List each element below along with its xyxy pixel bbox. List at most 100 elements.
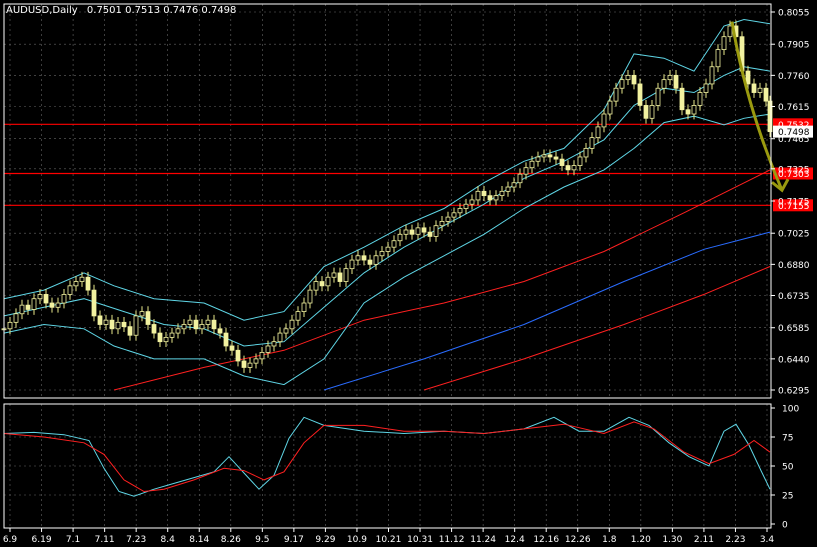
price-candle (487, 195, 493, 201)
price-candle (685, 109, 691, 115)
price-candle (403, 229, 409, 235)
time-axis-label: 1.20 (631, 535, 651, 545)
time-axis-label: 2.11 (694, 535, 714, 545)
price-candle (751, 83, 757, 93)
price-axis-label: 0.7465 (778, 135, 810, 145)
price-candle (367, 259, 373, 265)
oscillator-line-cyan (3, 416, 771, 497)
moving-average-blue (323, 231, 771, 391)
price-candle (241, 360, 247, 368)
price-axis-label: 0.7760 (778, 72, 810, 82)
price-candle (145, 311, 151, 325)
price-candle (505, 186, 511, 192)
price-candle (121, 321, 127, 328)
price-candle (127, 326, 133, 336)
price-candle (529, 160, 535, 169)
price-candle (691, 105, 697, 115)
trend-arrow (730, 21, 790, 193)
price-candle (97, 315, 103, 325)
price-candle (523, 167, 529, 175)
price-candle (85, 276, 91, 291)
price-candle (415, 227, 421, 235)
bollinger-upper-band (3, 18, 771, 321)
time-axis-label: 1.8 (602, 535, 617, 545)
price-candle (517, 173, 523, 184)
time-axis: 6.9 6.19 7.1 7.11 7.23 8.4 8.14 8.26 9.5 9.17 9.29… (3, 528, 774, 545)
price-axis-label: 0.7615 (778, 103, 810, 113)
price-candle (697, 92, 703, 106)
price-candle (181, 324, 187, 330)
price-axis-label: 0.6295 (778, 387, 810, 397)
price-candle (715, 49, 721, 68)
price-candle (709, 66, 715, 85)
grid (4, 4, 771, 528)
price-candle (727, 25, 733, 38)
price-axis-label: 0.7905 (778, 41, 810, 51)
current-price-tag (773, 125, 813, 138)
price-candle (559, 158, 565, 166)
price-candle (133, 315, 139, 336)
time-axis-label: 9.29 (315, 535, 335, 545)
price-candle (547, 154, 553, 158)
price-candle (661, 79, 667, 89)
moving-average-red-1 (113, 169, 771, 391)
price-candle (217, 328, 223, 334)
price-candle (61, 294, 67, 304)
price-candle (427, 231, 433, 237)
chart-title: AUDUSD,Daily 0.7501 0.7513 0.7476 0.7498 (6, 5, 236, 16)
time-axis-label: 6.19 (32, 535, 52, 545)
price-series[interactable] (1, 20, 773, 373)
price-candle (571, 165, 577, 171)
price-candle (721, 36, 727, 50)
price-candle (283, 328, 289, 334)
price-axis-label: 0.6585 (778, 324, 810, 334)
osc-axis-label: 75 (782, 434, 793, 444)
price-axis-label: 0.7175 (778, 198, 810, 208)
price-candle (613, 87, 619, 102)
price-candle (385, 246, 391, 252)
price-candle (73, 281, 79, 287)
price-candle (55, 302, 61, 308)
level-label: 0.7303 (778, 170, 810, 180)
price-candle (667, 74, 673, 81)
price-candle (349, 259, 355, 270)
time-axis-label: 12.26 (565, 535, 591, 545)
osc-axis-label: 25 (782, 492, 793, 502)
price-candle (565, 165, 571, 171)
level-label: 0.7155 (778, 202, 810, 212)
price-candle (373, 255, 379, 265)
price-candle (247, 362, 253, 368)
price-candle (673, 74, 679, 89)
trend-arrow-head (771, 178, 790, 193)
price-candle (475, 190, 481, 201)
price-candle (277, 332, 283, 343)
price-candle (361, 255, 367, 261)
price-axis: 0.8055 0.7905 0.7760 0.7615 0.7465 0.7325 0.71… (771, 9, 813, 531)
price-candle (463, 203, 469, 209)
price-candle (595, 126, 601, 139)
price-candle (391, 240, 397, 248)
time-axis-label: 2.23 (725, 535, 745, 545)
price-candle (763, 87, 769, 102)
price-candle (163, 336, 169, 343)
time-axis-label: 10.31 (407, 535, 433, 545)
price-axis-label: 0.6880 (778, 261, 810, 271)
price-candle (205, 319, 211, 325)
price-candle (151, 324, 157, 334)
price-candle (619, 79, 625, 89)
price-candle (67, 285, 73, 295)
time-axis-label: 6.9 (3, 535, 18, 545)
ohlc-readout: 0.7501 0.7513 0.7476 0.7498 (87, 5, 237, 16)
price-candle (433, 225, 439, 237)
oscillator-panel (3, 416, 771, 497)
oscillator-line-red (3, 421, 771, 493)
price-candle (259, 352, 265, 360)
price-candle (109, 319, 115, 330)
price-candle (583, 147, 589, 158)
time-axis-label: 12.16 (533, 535, 559, 545)
price-candle (253, 358, 259, 364)
price-candle (457, 208, 463, 214)
price-candle (49, 302, 55, 308)
